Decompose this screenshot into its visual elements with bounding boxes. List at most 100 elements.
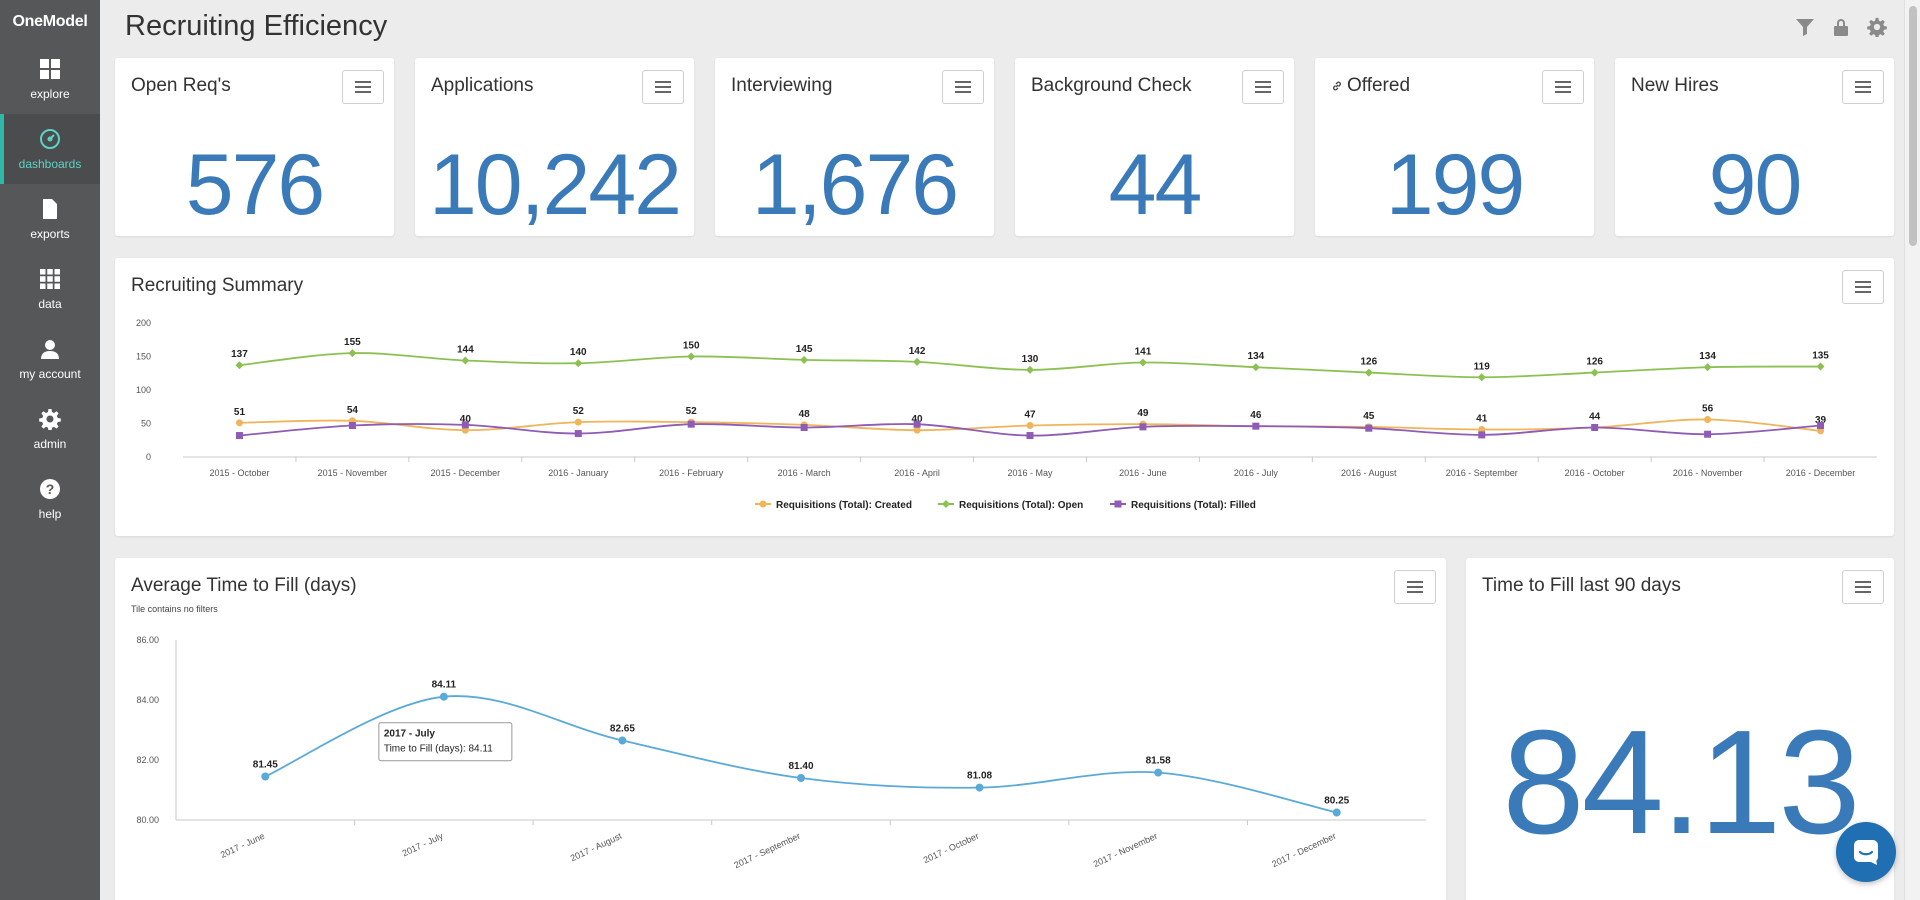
hamburger-icon	[1255, 81, 1271, 93]
data-label: 80.25	[1324, 796, 1349, 807]
data-label: 140	[570, 347, 587, 358]
sidebar-item-my-account[interactable]: my account	[0, 324, 100, 394]
tile-menu-button[interactable]	[1842, 270, 1884, 304]
tile-menu-button[interactable]	[1394, 570, 1436, 604]
kpi-card-new-hires: New Hires 90	[1615, 58, 1894, 236]
data-label: 54	[347, 405, 359, 416]
data-label: 150	[683, 341, 700, 352]
tile-menu-button[interactable]	[1842, 70, 1884, 104]
filter-icon[interactable]	[1794, 16, 1816, 38]
data-point	[439, 692, 448, 701]
lock-icon[interactable]	[1830, 16, 1852, 38]
x-tick-label: 2017 - July	[401, 831, 446, 859]
y-tick-label: 86.00	[136, 635, 159, 645]
data-point	[461, 421, 469, 429]
page-scrollbar[interactable]	[1904, 0, 1920, 900]
x-tick-label: 2016 - June	[1119, 468, 1167, 478]
data-point	[261, 772, 270, 781]
data-point	[687, 420, 695, 428]
data-label: 40	[912, 414, 924, 425]
tile-menu-button[interactable]	[1242, 70, 1284, 104]
sidebar-item-exports[interactable]: exports	[0, 184, 100, 254]
hamburger-icon	[355, 81, 371, 93]
data-point	[1252, 422, 1260, 430]
data-point	[1251, 363, 1260, 372]
chart-tooltip: 2017 - July Time to Fill (days): 84.11	[378, 722, 513, 762]
kpi-card-open-reqs: Open Req's 576	[115, 58, 394, 236]
data-point	[1026, 432, 1034, 440]
dashboard-gauge-icon	[38, 127, 62, 151]
file-icon	[38, 197, 62, 221]
y-tick-label: 82.00	[136, 755, 159, 765]
data-point	[1364, 368, 1373, 377]
kpi-title: Applications	[431, 75, 534, 96]
data-point	[235, 361, 244, 370]
tile-menu-button[interactable]	[342, 70, 384, 104]
tile-menu-button[interactable]	[1842, 570, 1884, 604]
data-point	[1704, 430, 1712, 438]
data-label: 52	[686, 406, 698, 417]
x-tick-label: 2017 - September	[732, 831, 802, 871]
scrollbar-thumb[interactable]	[1909, 6, 1917, 246]
tile-menu-button[interactable]	[942, 70, 984, 104]
data-point	[1139, 423, 1147, 431]
data-point	[1590, 368, 1599, 377]
help-icon: ?	[38, 477, 62, 501]
kpi-title: Open Req's	[131, 75, 231, 96]
sidebar-item-help[interactable]: ? help	[0, 464, 100, 534]
chart-title: Average Time to Fill (days)	[131, 575, 357, 596]
data-point	[687, 352, 696, 361]
x-tick-label: 2016 - October	[1565, 468, 1625, 478]
tooltip-body: Time to Fill (days): 84.11	[384, 744, 493, 755]
kpi-value: 199	[1385, 137, 1526, 233]
sidebar: OneModel explore dashboards exports data…	[0, 0, 100, 900]
chat-launcher-button[interactable]	[1836, 822, 1896, 882]
hamburger-icon	[1555, 81, 1571, 93]
data-point	[574, 359, 583, 368]
data-label: 81.58	[1146, 756, 1171, 767]
data-label: 145	[796, 344, 813, 355]
legend-marker	[759, 500, 767, 508]
x-tick-label: 2016 - January	[548, 468, 609, 478]
hamburger-icon	[955, 81, 971, 93]
page-title: Recruiting Efficiency	[125, 10, 388, 42]
x-tick-label: 2017 - October	[922, 831, 981, 865]
data-label: 141	[1135, 347, 1152, 358]
y-tick-label: 0	[146, 452, 151, 462]
x-tick-label: 2016 - September	[1446, 468, 1518, 478]
sidebar-item-explore[interactable]: explore	[0, 44, 100, 114]
data-label: 52	[573, 406, 585, 417]
data-point	[1703, 363, 1712, 372]
legend-marker	[942, 500, 950, 508]
data-point	[1591, 424, 1599, 432]
data-point	[1817, 422, 1825, 430]
sidebar-item-dashboards[interactable]: dashboards	[0, 114, 100, 184]
data-point	[797, 774, 805, 782]
data-label: 134	[1248, 351, 1265, 362]
tooltip-box	[378, 722, 513, 762]
data-label: 81.45	[253, 760, 278, 771]
data-label: 135	[1812, 351, 1829, 362]
tile-menu-button[interactable]	[1542, 70, 1584, 104]
kpi-title: Time to Fill last 90 days	[1482, 575, 1681, 596]
gear-icon[interactable]	[1866, 16, 1888, 38]
data-point	[1026, 365, 1034, 374]
tile-menu-button[interactable]	[642, 70, 684, 104]
x-tick-label: 2016 - November	[1673, 468, 1743, 478]
x-tick-label: 2016 - August	[1341, 468, 1397, 478]
sidebar-item-admin[interactable]: admin	[0, 394, 100, 464]
data-grid-icon	[38, 267, 62, 291]
y-tick-label: 84.00	[136, 695, 159, 705]
sidebar-item-label: dashboards	[18, 157, 82, 171]
filter-note: Tile contains no filters	[131, 604, 218, 614]
x-tick-label: 2016 - March	[778, 468, 831, 478]
kpi-value: 576	[185, 137, 326, 233]
data-point	[800, 355, 809, 364]
sidebar-item-data[interactable]: data	[0, 254, 100, 324]
data-label: 134	[1699, 351, 1716, 362]
svg-text:?: ?	[46, 481, 55, 497]
hamburger-icon	[1855, 281, 1871, 293]
hamburger-icon	[1407, 581, 1423, 593]
data-label: 81.40	[788, 761, 813, 772]
x-tick-label: 2016 - December	[1786, 468, 1856, 478]
